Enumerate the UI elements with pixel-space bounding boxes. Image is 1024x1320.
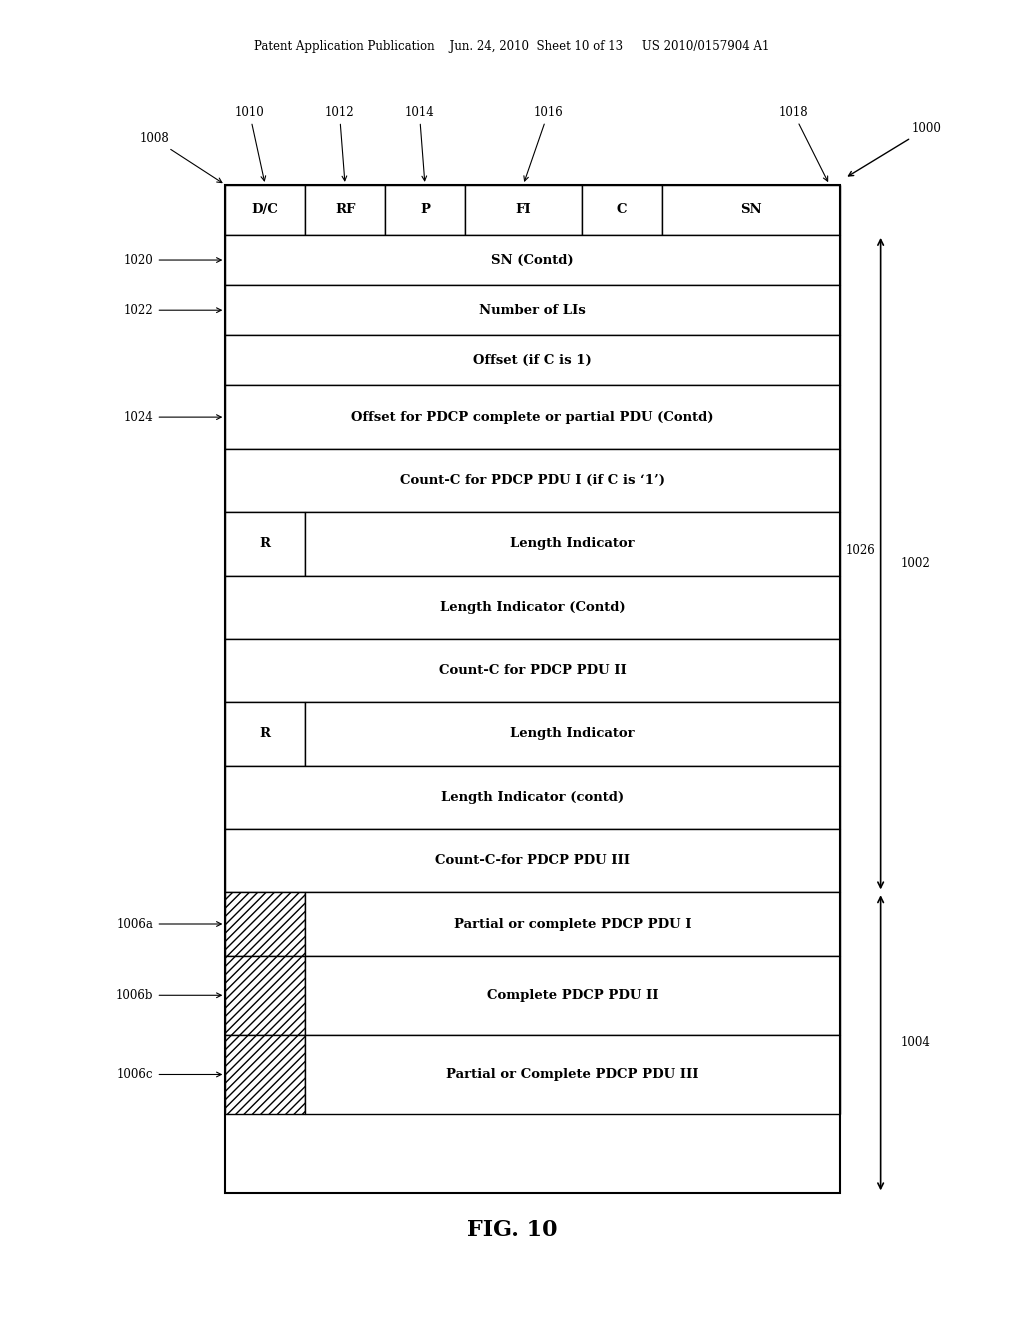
Bar [225, 335, 840, 385]
Text: SN (Contd): SN (Contd) [492, 253, 573, 267]
Text: 1010: 1010 [234, 106, 265, 181]
Bar [582, 185, 662, 235]
Bar [225, 829, 840, 892]
Text: R: R [260, 537, 270, 550]
Text: Partial or complete PDCP PDU I: Partial or complete PDCP PDU I [454, 917, 691, 931]
Bar [225, 892, 305, 956]
Text: FI: FI [515, 203, 531, 216]
Bar [225, 512, 305, 576]
Text: 1014: 1014 [404, 106, 434, 181]
Text: Count-C for PDCP PDU II: Count-C for PDCP PDU II [438, 664, 627, 677]
Text: 1000: 1000 [849, 121, 941, 176]
Bar [225, 576, 840, 639]
Text: Length Indicator: Length Indicator [510, 727, 635, 741]
Text: Offset for PDCP complete or partial PDU (Contd): Offset for PDCP complete or partial PDU … [351, 411, 714, 424]
Text: Count-C-for PDCP PDU III: Count-C-for PDCP PDU III [435, 854, 630, 867]
Bar [225, 185, 840, 1193]
Bar [305, 1035, 840, 1114]
Text: Count-C for PDCP PDU I (if C is ‘1’): Count-C for PDCP PDU I (if C is ‘1’) [400, 474, 665, 487]
Text: P: P [420, 203, 430, 216]
Bar [385, 185, 465, 235]
Bar [225, 449, 840, 512]
Text: D/C: D/C [252, 203, 279, 216]
Text: Length Indicator: Length Indicator [510, 537, 635, 550]
Text: C: C [616, 203, 627, 216]
Bar [225, 385, 840, 449]
Text: 1020: 1020 [124, 253, 221, 267]
Bar [225, 235, 840, 285]
Text: 1006a: 1006a [117, 917, 221, 931]
Text: 1004: 1004 [901, 1036, 931, 1049]
Bar [225, 285, 840, 335]
Text: Complete PDCP PDU II: Complete PDCP PDU II [486, 989, 658, 1002]
Text: 1006c: 1006c [117, 1068, 221, 1081]
Text: Length Indicator (contd): Length Indicator (contd) [441, 791, 624, 804]
Bar [662, 185, 840, 235]
Bar [225, 1035, 305, 1114]
Text: Patent Application Publication    Jun. 24, 2010  Sheet 10 of 13     US 2010/0157: Patent Application Publication Jun. 24, … [254, 40, 770, 53]
Text: 1026: 1026 [846, 544, 876, 557]
Bar [305, 956, 840, 1035]
Bar [305, 702, 840, 766]
Bar [225, 766, 840, 829]
Bar [305, 892, 840, 956]
Text: 1016: 1016 [524, 106, 563, 181]
Text: 1006b: 1006b [116, 989, 221, 1002]
Text: RF: RF [335, 203, 355, 216]
Bar [225, 956, 305, 1035]
Bar [465, 185, 582, 235]
Text: Offset (if C is 1): Offset (if C is 1) [473, 354, 592, 367]
Text: 1008: 1008 [139, 132, 222, 182]
Text: Partial or Complete PDCP PDU III: Partial or Complete PDCP PDU III [446, 1068, 698, 1081]
Bar [305, 185, 385, 235]
Bar [225, 702, 305, 766]
Text: Number of LIs: Number of LIs [479, 304, 586, 317]
Bar [225, 639, 840, 702]
Text: 1022: 1022 [124, 304, 221, 317]
Text: 1018: 1018 [778, 106, 827, 181]
Text: 1012: 1012 [325, 106, 354, 181]
Text: 1024: 1024 [124, 411, 221, 424]
Text: FIG. 10: FIG. 10 [467, 1220, 557, 1241]
Text: 1002: 1002 [901, 557, 931, 570]
Bar [225, 185, 305, 235]
Text: R: R [260, 727, 270, 741]
Text: Length Indicator (Contd): Length Indicator (Contd) [439, 601, 626, 614]
Text: SN: SN [739, 203, 762, 216]
Bar [305, 512, 840, 576]
